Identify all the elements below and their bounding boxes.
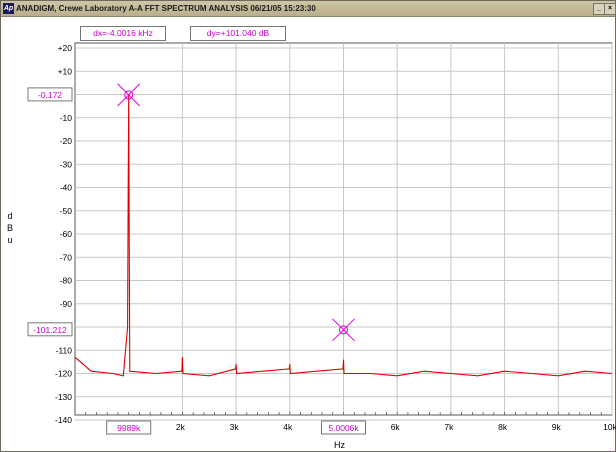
cursor-y-value: -0.172 bbox=[38, 90, 62, 100]
cursor-marker bbox=[339, 325, 348, 335]
x-tick-label: 7k bbox=[444, 422, 454, 432]
title-bar[interactable]: Ap ANADIGM, Crewe Laboratory A-A FFT SPE… bbox=[1, 1, 616, 17]
y-tick-label: -130 bbox=[55, 392, 72, 402]
y-tick-label: -90 bbox=[60, 299, 73, 309]
x-tick-label: 3k bbox=[230, 422, 240, 432]
cursor-x-box bbox=[321, 420, 366, 435]
cursor-x-stroke bbox=[332, 318, 355, 342]
y-tick-label: -140 bbox=[55, 415, 72, 425]
cursor-x-value: 9989k bbox=[117, 423, 141, 433]
y-tick-label: -70 bbox=[60, 252, 73, 262]
cursor-2: -101.212 5.0006k bbox=[27, 318, 366, 435]
y-tick-label: -110 bbox=[56, 345, 73, 355]
spectrum-trace bbox=[74, 94, 613, 377]
dy-readout: dy=+101.040 dB bbox=[190, 26, 286, 41]
app-icon[interactable]: Ap bbox=[3, 3, 14, 14]
x-tick-label: 10k bbox=[603, 422, 616, 432]
y-axis-label: d B u bbox=[6, 211, 13, 245]
y-tick-label: -10 bbox=[60, 113, 73, 123]
window-title: ANADIGM, Crewe Laboratory A-A FFT SPECTR… bbox=[16, 4, 316, 13]
cursor-y-box bbox=[27, 322, 73, 337]
cursor-1: -0.172 9989k bbox=[27, 83, 152, 435]
x-tick-label: 6k bbox=[391, 422, 401, 432]
minimize-button[interactable]: _ bbox=[593, 3, 605, 15]
x-tick-label: 4k bbox=[283, 422, 293, 432]
y-tick-label: -60 bbox=[60, 229, 73, 239]
x-tick-label: 8k bbox=[498, 422, 508, 432]
cursor-x-value: 5.0006k bbox=[328, 423, 359, 433]
cursor-x-stroke bbox=[117, 83, 141, 107]
cursor-y-value: -101.212 bbox=[33, 325, 67, 335]
y-tick-label: -30 bbox=[60, 159, 73, 169]
x-tick-label: 9k bbox=[552, 422, 562, 432]
y-tick-label: +10 bbox=[58, 66, 73, 76]
y-tick-label: -20 bbox=[60, 136, 73, 146]
y-tick-label: -50 bbox=[60, 206, 73, 216]
y-tick-label: -80 bbox=[60, 276, 73, 286]
y-tick-label: -40 bbox=[60, 183, 73, 193]
cursor-x-box bbox=[106, 420, 152, 435]
dx-readout: dx=-4.0016 kHz bbox=[80, 26, 166, 41]
cursor-marker bbox=[124, 90, 134, 100]
cursor-y-box bbox=[27, 87, 73, 102]
x-tick-label: 2k bbox=[176, 422, 186, 432]
y-tick-label: -120 bbox=[55, 369, 72, 379]
x-axis-label: Hz bbox=[334, 440, 345, 450]
y-tick-label: +20 bbox=[58, 43, 73, 53]
